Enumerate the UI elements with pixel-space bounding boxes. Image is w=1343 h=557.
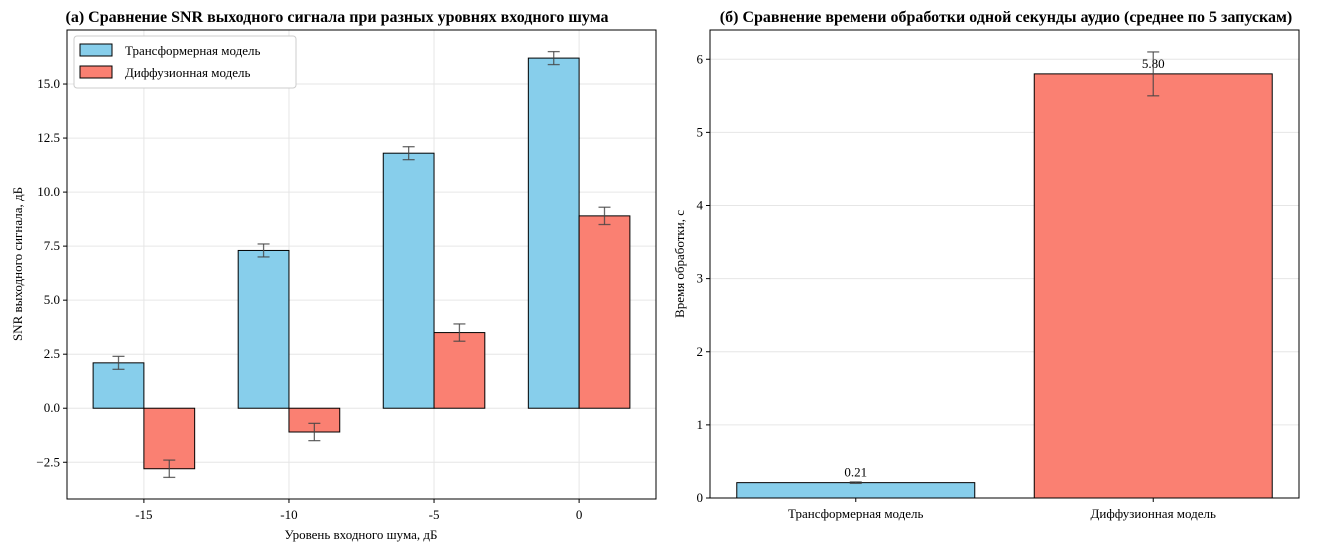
snr-plot-frame xyxy=(66,29,657,500)
bar-transformer xyxy=(237,249,290,409)
y-tick-label: 5.0 xyxy=(44,292,60,307)
time-plot-frame xyxy=(709,29,1300,499)
y-tick-label: 0 xyxy=(697,490,704,505)
legend-swatch-transformer xyxy=(79,43,113,57)
y-tick-label: 4 xyxy=(697,198,704,213)
legend: Трансформерная модель Диффузионная модел… xyxy=(73,35,297,89)
time-chart: (б) Сравнение времени обработки одной се… xyxy=(672,9,1300,521)
bar-diffusion xyxy=(1033,73,1273,499)
x-tick-label: -5 xyxy=(429,507,440,522)
snr-chart: (a) Сравнение SNR выходного сигнала при … xyxy=(10,9,657,542)
bar-diffusion xyxy=(578,215,631,409)
y-tick-label: 1 xyxy=(697,417,704,432)
data-label: 0.21 xyxy=(844,465,867,480)
legend-label-transformer: Трансформерная модель xyxy=(125,43,261,58)
x-tick-label: -15 xyxy=(135,507,152,522)
bar-transformer xyxy=(92,362,145,409)
bar-transformer xyxy=(736,482,976,499)
legend-box xyxy=(73,35,297,89)
x-tick-label: 0 xyxy=(576,507,583,522)
time-chart-title: (б) Сравнение времени обработки одной се… xyxy=(720,9,1292,26)
snr-y-axis-label: SNR выходного сигнала, дБ xyxy=(10,187,25,341)
snr-x-axis-label: Уровень входного шума, дБ xyxy=(285,527,438,542)
y-tick-label: 15.0 xyxy=(37,76,60,91)
time-y-axis-label: Время обработки, с xyxy=(672,210,687,318)
x-tick-label: Трансформерная модель xyxy=(788,506,924,521)
y-tick-label: 7.5 xyxy=(44,238,60,253)
bar-transformer xyxy=(527,57,580,409)
y-tick-label: 0.0 xyxy=(44,400,60,415)
y-tick-label: 6 xyxy=(697,51,704,66)
legend-swatch-diffusion xyxy=(79,65,113,79)
x-tick-label: Диффузионная модель xyxy=(1091,506,1217,521)
y-tick-label: 3 xyxy=(697,271,704,286)
legend-label-diffusion: Диффузионная модель xyxy=(125,65,251,80)
y-tick-label: 2 xyxy=(697,344,704,359)
y-tick-label: 2.5 xyxy=(44,346,60,361)
y-tick-label: 10.0 xyxy=(37,184,60,199)
y-tick-label: 5 xyxy=(697,124,704,139)
x-tick-label: -10 xyxy=(280,507,297,522)
bar-diffusion xyxy=(143,407,196,470)
snr-chart-title: (a) Сравнение SNR выходного сигнала при … xyxy=(65,9,608,26)
y-tick-label: −2.5 xyxy=(36,454,60,469)
bar-diffusion xyxy=(433,332,486,409)
y-tick-label: 12.5 xyxy=(37,130,60,145)
bar-transformer xyxy=(382,152,435,409)
